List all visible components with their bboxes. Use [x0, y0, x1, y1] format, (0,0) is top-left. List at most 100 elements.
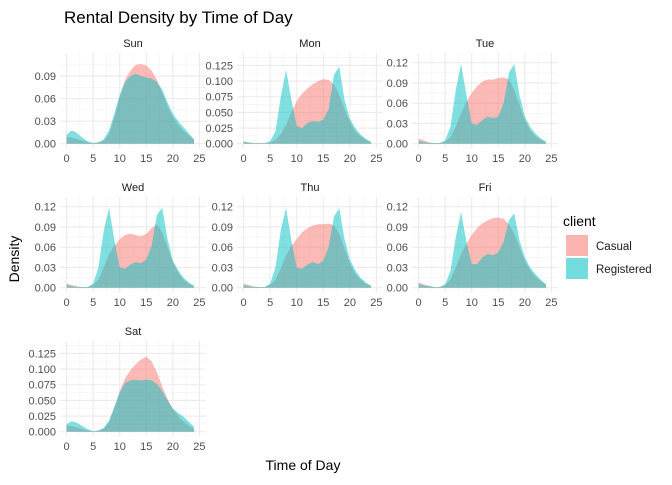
x-tick-label: 10	[291, 297, 303, 309]
facet-panel-sun: Sun 0 5 10 15 20 25 0.00 0.03 0.06 0.09	[35, 38, 206, 165]
y-tick-label: 0.025	[28, 411, 56, 423]
y-tick-label: 0.03	[35, 116, 56, 128]
facet-strip-label: Sun	[123, 38, 143, 50]
x-tick-label: 15	[140, 297, 152, 309]
x-tick-label: 10	[114, 441, 126, 453]
x-tick-label: 0	[241, 153, 247, 165]
density-area-registered	[243, 66, 372, 144]
facet-panels: Sun 0 5 10 15 20 25 0.00 0.03 0.06 0.09 Mon 0 5 10 15 20…	[28, 38, 558, 453]
x-tick-label: 5	[90, 153, 96, 165]
y-tick-label: 0.12	[387, 202, 408, 214]
y-tick-label: 0.00	[35, 283, 56, 295]
x-tick-label: 25	[193, 297, 205, 309]
legend-title: client	[563, 213, 596, 229]
y-tick-label: 0.09	[35, 222, 56, 234]
y-tick-label: 0.06	[35, 94, 56, 106]
legend-key-casual	[566, 235, 588, 256]
x-tick-label: 5	[267, 153, 273, 165]
x-tick-label: 5	[90, 297, 96, 309]
density-area-registered	[243, 208, 372, 288]
legend-label-casual: Casual	[596, 241, 632, 253]
y-tick-label: 0.09	[387, 78, 408, 90]
facet-strip-label: Wed	[122, 182, 144, 194]
x-tick-label: 20	[344, 153, 356, 165]
x-tick-label: 10	[114, 153, 126, 165]
y-tick-label: 0.12	[212, 202, 233, 214]
facet-strip-label: Tue	[476, 38, 495, 50]
y-tick-label: 0.125	[28, 348, 56, 360]
y-tick-label: 0.12	[35, 202, 56, 214]
y-tick-label: 0.00	[212, 283, 233, 295]
facet-strip-label: Fri	[479, 182, 492, 194]
x-tick-label: 15	[492, 153, 504, 165]
x-tick-label: 25	[370, 153, 382, 165]
y-tick-label: 0.03	[387, 118, 408, 130]
x-tick-label: 20	[167, 441, 179, 453]
x-tick-label: 15	[140, 153, 152, 165]
facet-strip-label: Mon	[299, 38, 320, 50]
y-tick-label: 0.09	[35, 71, 56, 83]
y-tick-label: 0.100	[205, 76, 233, 88]
y-tick-label: 0.000	[28, 427, 56, 439]
x-tick-label: 5	[267, 297, 273, 309]
density-area-registered	[66, 73, 195, 144]
x-tick-label: 0	[64, 153, 70, 165]
x-tick-label: 15	[140, 441, 152, 453]
x-tick-label: 5	[442, 297, 448, 309]
x-tick-label: 10	[114, 297, 126, 309]
y-tick-label: 0.03	[387, 262, 408, 274]
y-tick-label: 0.125	[205, 60, 233, 72]
legend-key-registered	[566, 258, 588, 279]
x-tick-label: 20	[167, 297, 179, 309]
y-tick-label: 0.06	[387, 242, 408, 254]
facet-panel-thu: Thu 0 5 10 15 20 25 0.00 0.03 0.06 0.09 0.12	[212, 182, 383, 309]
x-tick-label: 20	[519, 297, 531, 309]
y-tick-label: 0.000	[205, 139, 233, 151]
x-tick-label: 0	[416, 153, 422, 165]
x-tick-label: 25	[545, 297, 557, 309]
x-tick-label: 25	[370, 297, 382, 309]
x-axis-label: Time of Day	[266, 457, 341, 473]
y-tick-label: 0.075	[28, 380, 56, 392]
facet-strip-label: Thu	[301, 182, 320, 194]
density-area-registered	[418, 64, 547, 144]
x-tick-label: 15	[492, 297, 504, 309]
x-tick-label: 10	[466, 297, 478, 309]
density-area-registered	[418, 212, 547, 288]
x-tick-label: 5	[90, 441, 96, 453]
x-tick-label: 0	[241, 297, 247, 309]
y-tick-label: 0.06	[35, 242, 56, 254]
x-tick-label: 0	[64, 297, 70, 309]
legend-label-registered: Registered	[596, 264, 652, 276]
x-tick-label: 5	[442, 153, 448, 165]
y-axis-label: Density	[6, 236, 22, 283]
y-tick-label: 0.025	[205, 123, 233, 135]
y-tick-label: 0.03	[35, 262, 56, 274]
density-area-registered	[66, 379, 195, 432]
x-tick-label: 20	[519, 153, 531, 165]
y-tick-label: 0.100	[28, 364, 56, 376]
y-tick-label: 0.03	[212, 262, 233, 274]
facet-panel-sat: Sat 0 5 10 15 20 25 0.000 0.025 0.050 0.075 0.100 0.…	[28, 326, 206, 453]
y-tick-label: 0.06	[212, 242, 233, 254]
y-tick-label: 0.00	[387, 139, 408, 151]
x-tick-label: 20	[344, 297, 356, 309]
facet-panel-mon: Mon 0 5 10 15 20 25 0.000 0.025 0.050 0.075 0.100 0.…	[205, 38, 383, 165]
facet-panel-wed: Wed 0 5 10 15 20 25 0.00 0.03 0.06 0.09 0.12	[35, 182, 206, 309]
y-tick-label: 0.12	[387, 58, 408, 70]
y-tick-label: 0.00	[387, 283, 408, 295]
x-tick-label: 0	[416, 297, 422, 309]
x-tick-label: 15	[317, 297, 329, 309]
chart-title: Rental Density by Time of Day	[64, 8, 293, 27]
x-tick-label: 25	[193, 441, 205, 453]
facet-strip-label: Sat	[125, 326, 142, 338]
x-tick-label: 25	[193, 153, 205, 165]
y-tick-label: 0.050	[28, 395, 56, 407]
x-tick-label: 20	[167, 153, 179, 165]
facet-panel-tue: Tue 0 5 10 15 20 25 0.00 0.03 0.06 0.09 0.12	[387, 38, 558, 165]
panel-grid	[60, 341, 206, 436]
x-tick-label: 15	[317, 153, 329, 165]
x-tick-label: 10	[291, 153, 303, 165]
